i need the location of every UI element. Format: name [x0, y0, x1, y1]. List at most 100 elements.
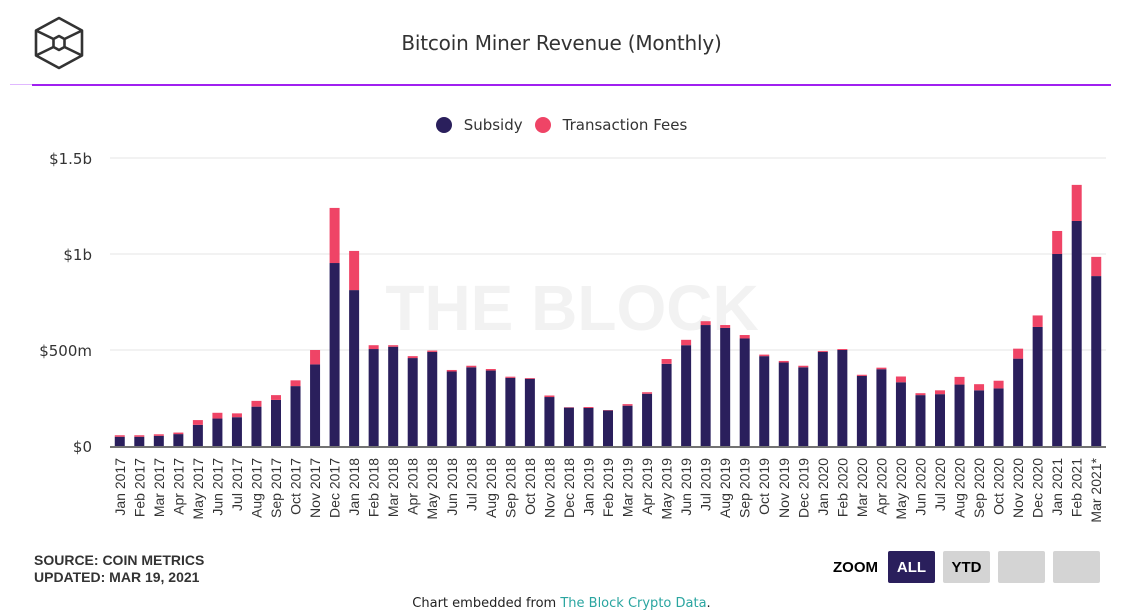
- bar-stack[interactable]: [1091, 256, 1102, 446]
- bar-subsidy[interactable]: [192, 424, 203, 446]
- bar-transaction-fees[interactable]: [114, 435, 125, 437]
- bar-stack[interactable]: [563, 407, 574, 446]
- bar-stack[interactable]: [583, 407, 594, 446]
- bar-transaction-fees[interactable]: [310, 350, 321, 365]
- bar-stack[interactable]: [1052, 230, 1063, 446]
- bar-subsidy[interactable]: [1052, 254, 1063, 446]
- bar-transaction-fees[interactable]: [134, 435, 145, 437]
- bar-subsidy[interactable]: [1071, 220, 1082, 446]
- bar-transaction-fees[interactable]: [192, 420, 203, 425]
- legend-item-subsidy[interactable]: Subsidy: [435, 116, 523, 134]
- bar-stack[interactable]: [524, 378, 535, 446]
- bar-transaction-fees[interactable]: [173, 432, 184, 435]
- bar-stack[interactable]: [388, 345, 399, 446]
- bar-transaction-fees[interactable]: [1032, 315, 1043, 327]
- bar-transaction-fees[interactable]: [856, 374, 867, 376]
- bar-transaction-fees[interactable]: [446, 369, 457, 372]
- bar-subsidy[interactable]: [700, 325, 711, 446]
- bar-transaction-fees[interactable]: [368, 345, 379, 350]
- bar-transaction-fees[interactable]: [153, 434, 164, 436]
- bar-subsidy[interactable]: [544, 397, 555, 446]
- bar-subsidy[interactable]: [407, 358, 418, 446]
- bar-stack[interactable]: [192, 420, 203, 446]
- bar-subsidy[interactable]: [954, 384, 965, 446]
- bar-stack[interactable]: [407, 356, 418, 446]
- bar-stack[interactable]: [544, 395, 555, 446]
- bar-transaction-fees[interactable]: [915, 393, 926, 396]
- bar-transaction-fees[interactable]: [954, 376, 965, 385]
- bar-subsidy[interactable]: [759, 356, 770, 446]
- bar-transaction-fees[interactable]: [524, 378, 535, 379]
- bar-transaction-fees[interactable]: [817, 350, 828, 352]
- bar-subsidy[interactable]: [446, 371, 457, 446]
- bar-stack[interactable]: [739, 335, 750, 446]
- bar-stack[interactable]: [271, 395, 281, 446]
- bar-transaction-fees[interactable]: [876, 367, 887, 370]
- bar-stack[interactable]: [837, 349, 848, 446]
- bar-stack[interactable]: [485, 369, 496, 446]
- bar-subsidy[interactable]: [642, 393, 653, 446]
- bar-stack[interactable]: [817, 350, 828, 446]
- bar-stack[interactable]: [427, 350, 438, 446]
- bar-subsidy[interactable]: [505, 377, 516, 446]
- bar-subsidy[interactable]: [212, 418, 223, 446]
- bar-stack[interactable]: [134, 435, 145, 446]
- bar-transaction-fees[interactable]: [661, 359, 672, 364]
- bar-transaction-fees[interactable]: [681, 339, 692, 346]
- bar-subsidy[interactable]: [329, 263, 340, 446]
- bar-subsidy[interactable]: [1013, 358, 1024, 446]
- bar-subsidy[interactable]: [915, 395, 926, 446]
- bar-stack[interactable]: [466, 365, 477, 446]
- bar-transaction-fees[interactable]: [700, 321, 711, 326]
- bar-transaction-fees[interactable]: [798, 365, 809, 368]
- bar-subsidy[interactable]: [1091, 276, 1102, 446]
- bar-subsidy[interactable]: [681, 345, 692, 446]
- zoom-ytd-button[interactable]: YTD: [943, 551, 990, 583]
- bar-transaction-fees[interactable]: [290, 380, 301, 387]
- bar-transaction-fees[interactable]: [778, 360, 789, 363]
- bar-stack[interactable]: [153, 434, 164, 446]
- bar-subsidy[interactable]: [134, 436, 145, 446]
- bar-subsidy[interactable]: [895, 382, 906, 446]
- bar-subsidy[interactable]: [817, 351, 828, 446]
- bar-subsidy[interactable]: [231, 417, 242, 446]
- bar-stack[interactable]: [681, 339, 692, 446]
- bar-subsidy[interactable]: [583, 407, 594, 446]
- bar-subsidy[interactable]: [563, 407, 574, 446]
- bar-transaction-fees[interactable]: [1013, 348, 1024, 359]
- bar-subsidy[interactable]: [798, 367, 809, 446]
- bar-stack[interactable]: [251, 400, 262, 446]
- bar-stack[interactable]: [935, 390, 945, 446]
- embed-link[interactable]: The Block Crypto Data: [560, 596, 707, 611]
- bar-transaction-fees[interactable]: [1052, 230, 1063, 254]
- bar-transaction-fees[interactable]: [974, 384, 985, 391]
- bar-subsidy[interactable]: [466, 367, 477, 446]
- bar-subsidy[interactable]: [251, 406, 262, 446]
- bar-stack[interactable]: [720, 325, 731, 446]
- bar-transaction-fees[interactable]: [993, 380, 1004, 389]
- bar-subsidy[interactable]: [388, 346, 399, 446]
- bar-transaction-fees[interactable]: [466, 365, 477, 368]
- bar-transaction-fees[interactable]: [349, 250, 360, 291]
- bar-stack[interactable]: [310, 350, 321, 446]
- bar-stack[interactable]: [1032, 315, 1043, 446]
- bar-subsidy[interactable]: [114, 436, 125, 446]
- bar-transaction-fees[interactable]: [407, 356, 418, 359]
- bar-stack[interactable]: [759, 354, 770, 446]
- bar-stack[interactable]: [505, 376, 516, 446]
- bar-transaction-fees[interactable]: [505, 376, 516, 378]
- bar-stack[interactable]: [349, 250, 360, 446]
- bar-stack[interactable]: [1071, 184, 1082, 446]
- bar-transaction-fees[interactable]: [251, 400, 262, 407]
- zoom-all-button[interactable]: ALL: [888, 551, 935, 583]
- bar-stack[interactable]: [622, 404, 633, 446]
- bar-stack[interactable]: [290, 380, 301, 446]
- bar-subsidy[interactable]: [368, 349, 379, 446]
- bar-subsidy[interactable]: [290, 386, 301, 446]
- bar-subsidy[interactable]: [876, 369, 887, 446]
- bar-transaction-fees[interactable]: [759, 354, 770, 357]
- bar-transaction-fees[interactable]: [212, 412, 223, 419]
- bar-stack[interactable]: [1013, 348, 1024, 446]
- bar-stack[interactable]: [895, 376, 906, 446]
- bar-subsidy[interactable]: [856, 375, 867, 446]
